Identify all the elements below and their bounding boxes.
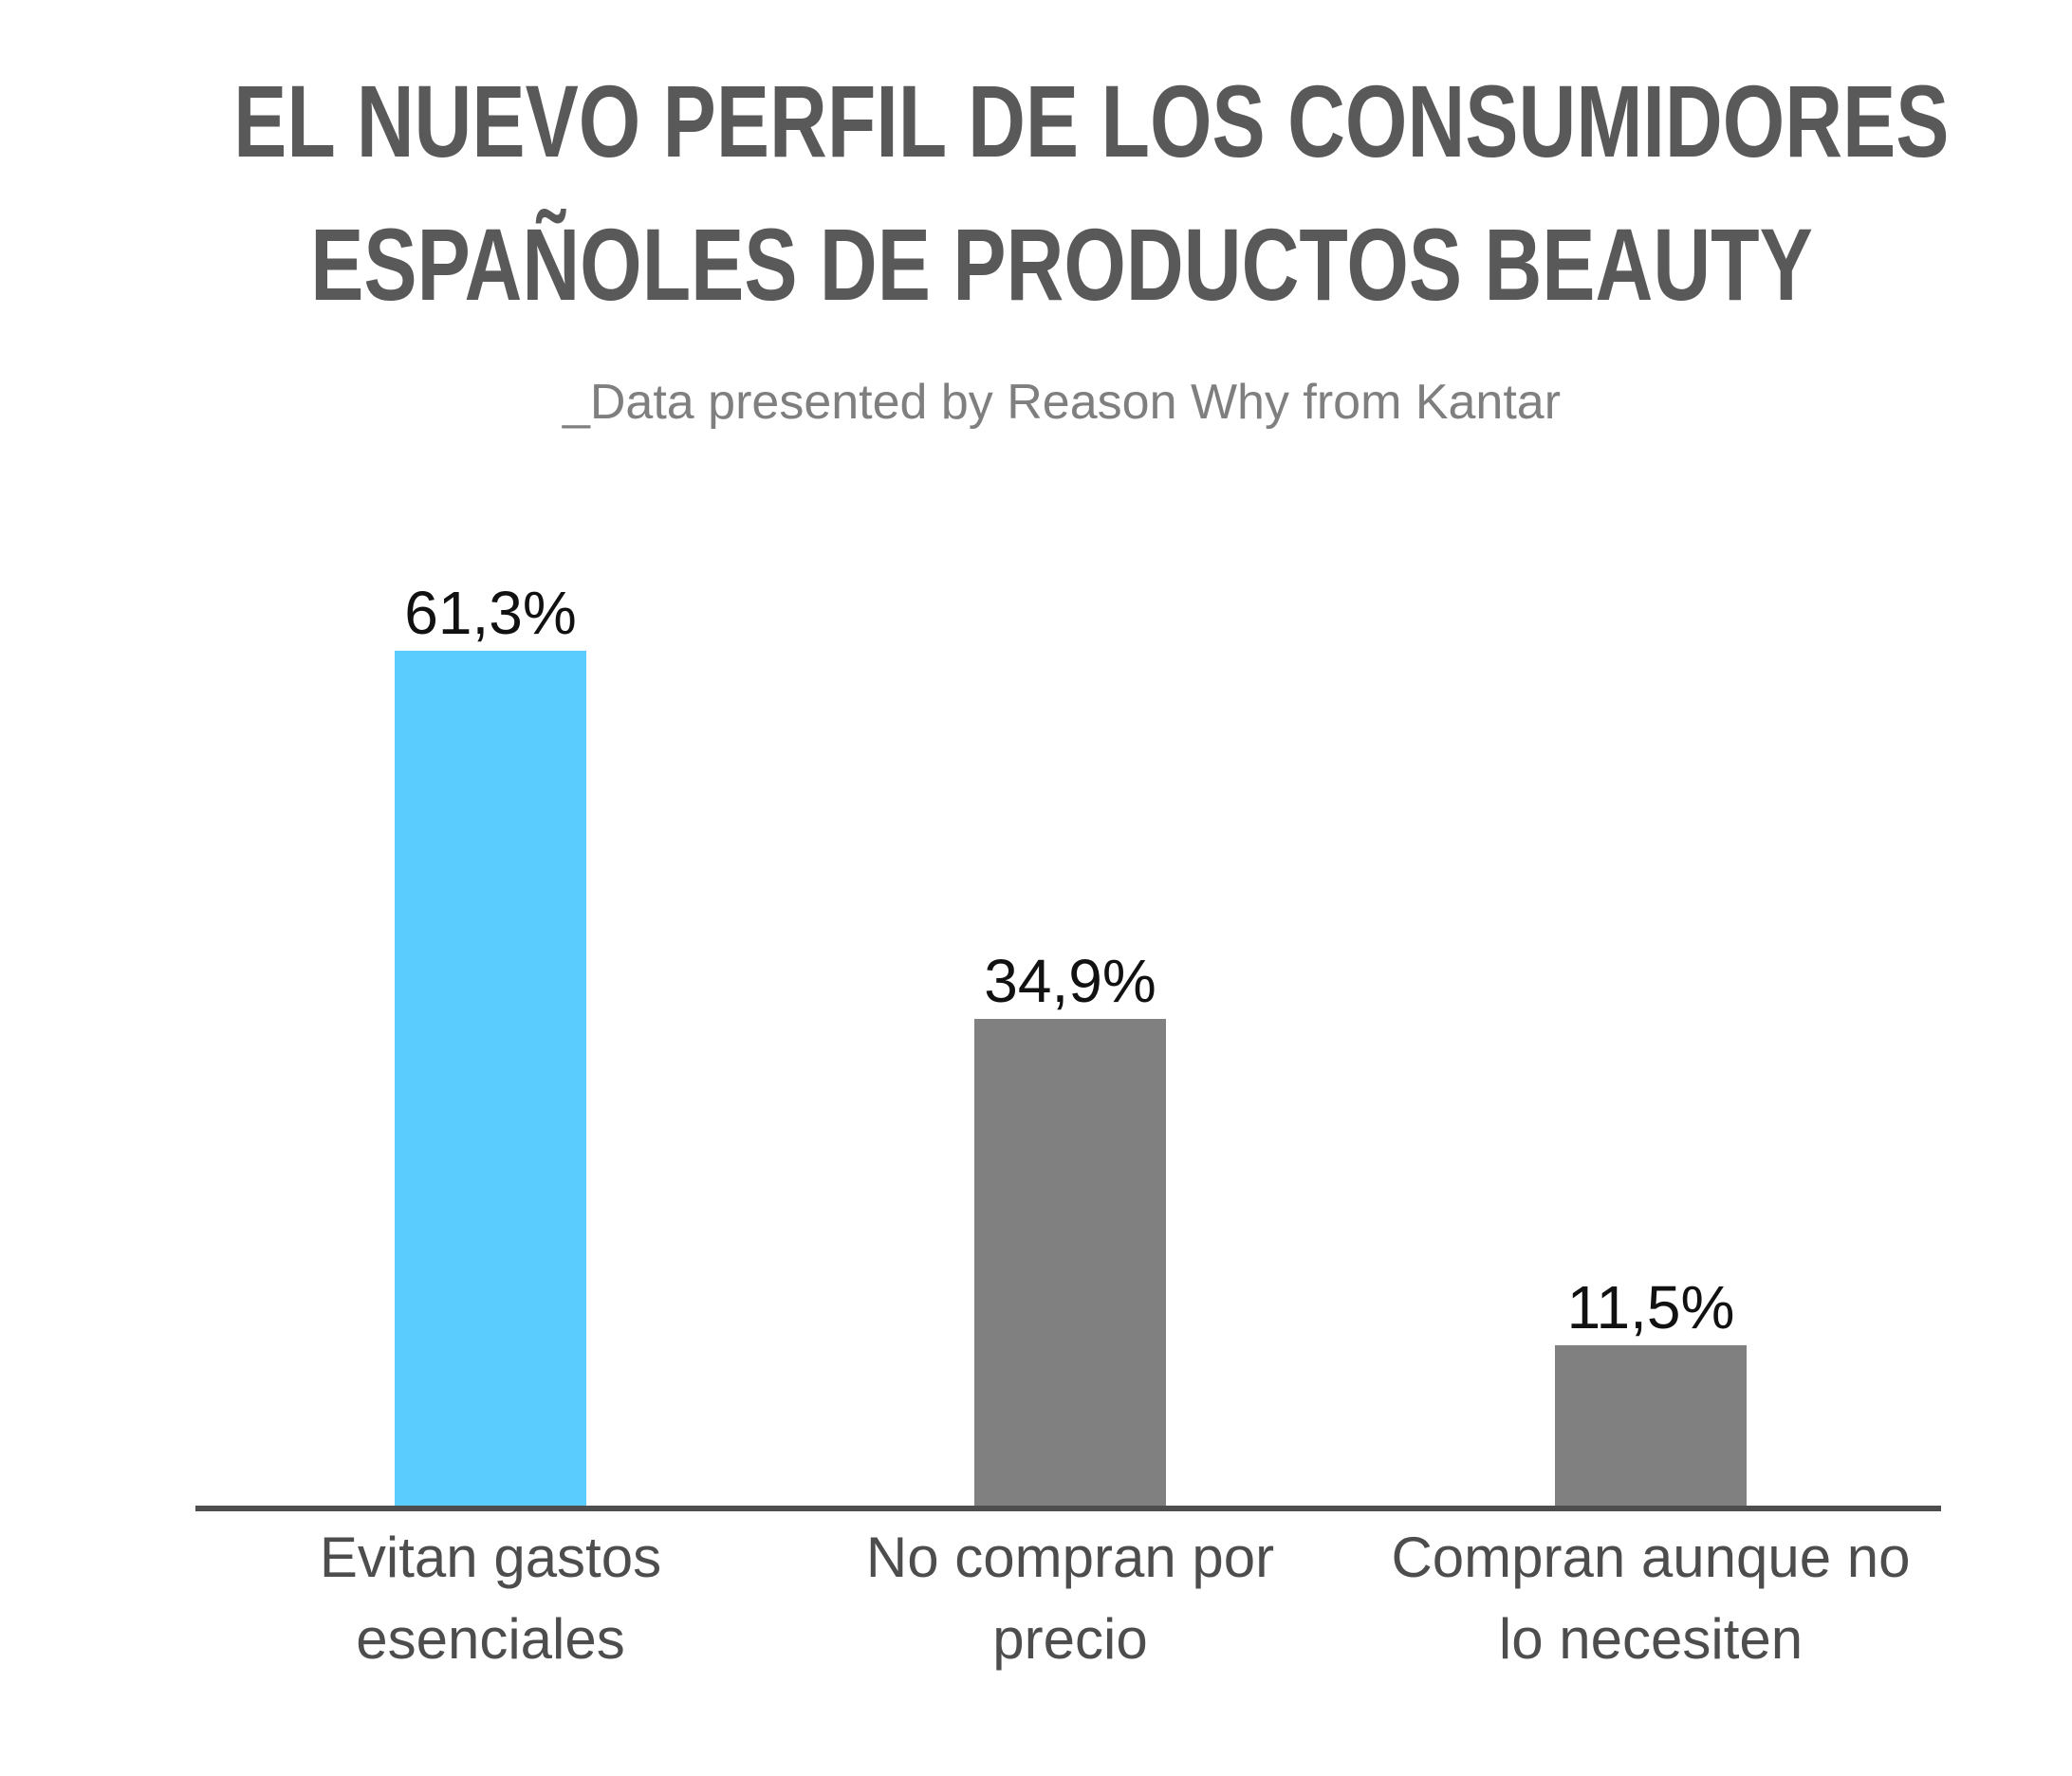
category-label-2-line-1: No compran por (866, 1526, 1274, 1589)
bar-1 (395, 650, 586, 1506)
bar-value-label-1: 61,3% (404, 579, 576, 647)
category-label-3-line-2: lo necesiten (1499, 1607, 1803, 1671)
bar-3 (1555, 1344, 1747, 1506)
bar-value-label-2: 34,9% (984, 947, 1156, 1015)
category-label-1-line-1: Evitan gastos (320, 1526, 661, 1589)
category-label-1-line-2: esenciales (356, 1607, 625, 1671)
bar-value-label-3: 11,5% (1567, 1273, 1735, 1341)
chart-subtitle: _Data presented by Reason Why from Kanta… (562, 375, 1562, 430)
bar-2 (974, 1018, 1166, 1506)
category-label-3-line-1: Compran aunque no (1391, 1526, 1910, 1589)
chart-title-line-2: ESPAÑOLES DE PRODUCTOS BEAUTY (310, 207, 1813, 322)
category-label-2-line-2: precio (992, 1607, 1147, 1671)
chart-title-line-1: EL NUEVO PERFIL DE LOS CONSUMIDORES (233, 64, 1950, 178)
